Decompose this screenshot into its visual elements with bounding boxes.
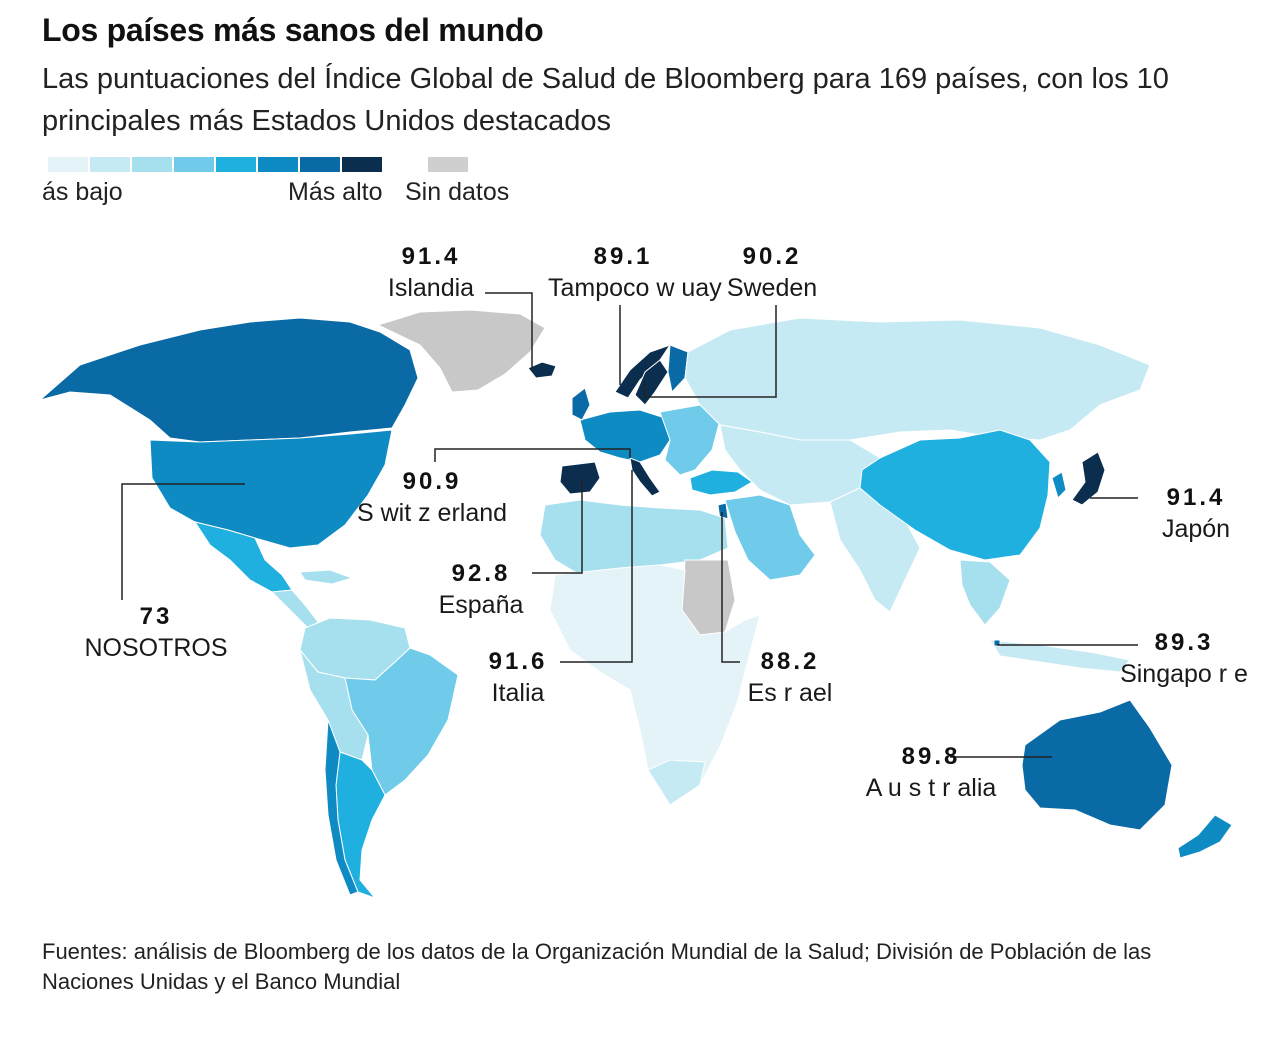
country-chile — [324, 719, 359, 896]
country-china — [859, 429, 1051, 561]
chart-title: Los países más sanos del mundo — [42, 12, 544, 48]
callout-switzerland-name: S wit z erland — [356, 499, 508, 527]
source-note: Fuentes: análisis de Bloomberg de los da… — [42, 939, 1152, 994]
region-andes — [299, 649, 369, 761]
callout-sweden-score: 90.2 — [742, 243, 802, 270]
callout-singapore-name: Singapo r e — [1120, 660, 1248, 688]
callout-norway-name: Tampoco w uay — [548, 274, 722, 302]
legend-high-label: Más alto — [288, 178, 383, 206]
country-italy — [629, 457, 661, 497]
leader-israel — [721, 512, 740, 663]
country-norway — [614, 344, 672, 399]
callout-israel: 88.2 Es r ael — [734, 648, 846, 710]
country-australia — [1021, 699, 1173, 831]
callout-italy: 91.6 Italia — [470, 648, 566, 710]
legend-swatch-3 — [132, 157, 172, 172]
leader-us — [121, 483, 245, 600]
callout-australia-name: A u s t r alia — [865, 774, 997, 802]
callout-spain-score: 92.8 — [451, 560, 511, 587]
callout-singapore: 89.3 Singapo r e — [1108, 629, 1260, 691]
region-north-africa — [539, 499, 729, 576]
callout-sweden-name: Sweden — [726, 274, 818, 302]
callout-japan-score: 91.4 — [1166, 484, 1226, 511]
country-new-zealand — [1177, 814, 1233, 859]
callout-israel-score: 88.2 — [760, 648, 820, 675]
region-central-america — [270, 589, 319, 629]
legend-nodata-label: Sin datos — [405, 178, 510, 206]
callout-us-name: NOSOTROS — [84, 634, 228, 662]
region-middle-east — [724, 494, 816, 581]
callout-norway-score: 89.1 — [593, 243, 653, 270]
country-turkey — [689, 469, 753, 496]
country-korea — [1051, 471, 1067, 499]
country-canada — [39, 317, 419, 443]
legend-swatch-4 — [174, 157, 214, 172]
legend-swatch-1 — [48, 157, 88, 172]
country-brazil — [344, 647, 459, 796]
country-russia — [684, 317, 1151, 441]
leader-iceland — [485, 292, 533, 370]
callout-australia: 89.8 A u s t r alia — [852, 743, 1010, 805]
callout-iceland: 91.4 Islandia — [372, 243, 490, 305]
region-indonesia — [989, 639, 1131, 673]
legend-swatch-5 — [216, 157, 256, 172]
region-caribbean — [299, 569, 354, 585]
country-usa — [149, 429, 393, 549]
callout-japan-name: Japón — [1161, 515, 1231, 543]
callout-japan: 91.4 Japón — [1146, 484, 1246, 546]
country-south-africa — [647, 759, 706, 806]
callout-iceland-name: Islandia — [387, 274, 475, 302]
legend-low-label: ás bajo — [42, 178, 123, 206]
color-legend — [48, 157, 470, 172]
callout-sweden: 90.2 Sweden — [712, 243, 832, 305]
country-finland — [667, 344, 689, 394]
callout-singapore-score: 89.3 — [1154, 629, 1214, 656]
callout-spain-name: España — [438, 591, 524, 619]
leader-spain — [532, 478, 583, 574]
region-sub-saharan-africa — [549, 564, 761, 806]
country-uk — [571, 387, 591, 421]
legend-swatch-6 — [258, 157, 298, 172]
legend-swatch-8 — [342, 157, 382, 172]
callout-australia-score: 89.8 — [901, 743, 961, 770]
legend-swatch-2 — [90, 157, 130, 172]
callout-switzerland: 90.9 S wit z erland — [342, 468, 522, 530]
leader-sweden — [644, 305, 777, 398]
callout-italy-name: Italia — [491, 679, 545, 707]
chart-subtitle: Las puntuaciones del Índice Global de Sa… — [42, 63, 1169, 137]
callout-us-score: 73 — [139, 603, 173, 630]
callout-switzerland-score: 90.9 — [402, 468, 462, 495]
legend-swatch-7 — [300, 157, 340, 172]
legend-swatch-nodata — [428, 157, 468, 172]
country-greenland — [376, 309, 546, 393]
callout-norway: 89.1 Tampoco w uay — [548, 243, 722, 305]
callout-us: 73 NOSOTROS — [68, 603, 244, 665]
region-southeast-asia — [959, 559, 1011, 626]
callout-spain: 92.8 España — [425, 560, 537, 622]
country-japan — [1071, 451, 1106, 506]
country-spain — [559, 461, 601, 495]
callout-italy-score: 91.6 — [488, 648, 548, 675]
leader-switzerland — [434, 448, 631, 462]
region-west-europe — [579, 409, 671, 463]
country-israel — [717, 502, 729, 521]
leader-italy — [560, 470, 633, 663]
country-iceland — [527, 361, 557, 379]
callout-iceland-score: 91.4 — [401, 243, 461, 270]
callout-israel-name: Es r ael — [747, 679, 833, 707]
